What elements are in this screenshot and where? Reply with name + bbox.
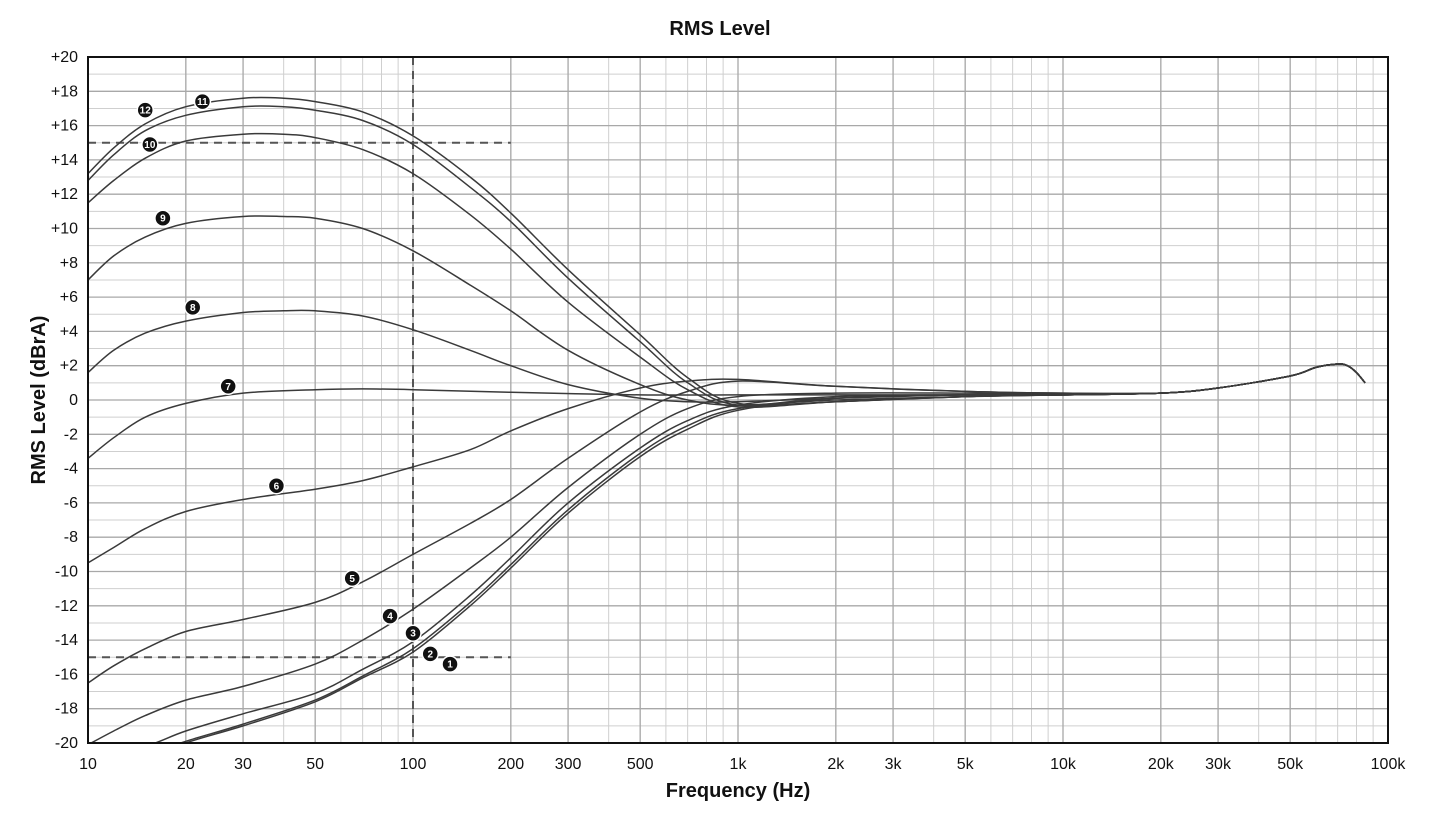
x-tick-label: 10 [79,756,97,773]
y-tick-label: -14 [55,632,78,649]
y-tick-label: -10 [55,564,78,581]
series-line-2 [178,363,1366,743]
series-marker-1 [441,655,459,673]
y-tick-label: -6 [64,495,78,512]
series-marker-label-3: 3 [410,629,416,640]
x-tick-label: 5k [957,756,975,773]
x-tick-label: 1k [730,756,748,773]
series-marker-label-5: 5 [349,574,355,585]
series-marker-7 [219,377,237,396]
series-marker-10 [141,135,159,154]
series-line-6 [88,363,1366,564]
chart-title: RMS Level [669,18,771,40]
major-gridlines [87,56,1389,744]
y-tick-label: -8 [64,529,78,546]
y-tick-label: -4 [64,461,78,478]
y-tick-label: +18 [51,83,78,100]
x-tick-label: 100 [400,756,427,773]
series-marker-9 [154,209,172,227]
series-marker-3 [404,624,422,642]
x-tick-label: 50 [306,756,324,773]
x-tick-label: 20k [1148,756,1175,773]
y-tick-label: 0 [69,392,78,409]
x-tick-label: 100k [1371,756,1407,773]
x-axis-label: Frequency (Hz) [665,780,811,802]
x-tick-label: 2k [827,756,845,773]
series-marker-label-1: 1 [447,660,453,671]
series-marker-6 [267,477,286,495]
y-tick-label: +20 [51,49,78,66]
x-tick-label: 200 [497,756,524,773]
x-tick-label: 50k [1277,756,1304,773]
x-tick-labels: 10 20 30 50 100 200 300 500 1k 2k 3k 5k 10k 20k 30k 50k… [79,756,1406,773]
series-line-3 [153,363,1366,743]
series-marker-label-12: 12 [140,106,152,117]
x-tick-label: 3k [885,756,903,773]
y-tick-label: -12 [55,598,78,615]
series-marker-label-6: 6 [274,481,280,492]
y-tick-label: +10 [51,221,78,238]
y-tick-label: -20 [55,735,78,752]
y-tick-label: -2 [64,426,78,443]
x-tick-label: 10k [1050,756,1077,773]
y-tick-label: +8 [60,255,78,272]
series-marker-label-9: 9 [160,214,166,225]
x-tick-label: 300 [555,756,582,773]
y-tick-label: +12 [51,186,78,203]
series-marker-label-8: 8 [190,303,196,314]
series-marker-5 [343,569,361,588]
y-tick-label: +16 [51,118,78,135]
series-marker-11 [193,92,212,111]
y-tick-labels: +20+18+16+14+12+10+8+6+4+20-2-4-6-8-10-1… [51,49,78,752]
series-marker-label-4: 4 [387,612,393,623]
series-marker-12 [136,101,154,119]
x-tick-label: 30k [1205,756,1232,773]
series-line-11 [88,105,1366,407]
series-marker-label-2: 2 [427,649,433,660]
y-tick-label: +2 [60,358,78,375]
y-tick-label: +6 [60,289,78,306]
x-tick-label: 20 [177,756,195,773]
plot-frame [87,56,1389,744]
x-tick-label: 30 [234,756,252,773]
y-tick-label: -16 [55,666,78,683]
x-tick-label: 500 [627,756,654,773]
series-marker-4 [381,607,399,625]
y-tick-label: -18 [55,701,78,718]
series-marker-label-10: 10 [144,140,156,151]
series-marker-2 [421,645,440,663]
series-line-5 [88,363,1366,684]
series-line-12 [88,96,1366,406]
series-marker-label-7: 7 [225,382,231,393]
y-tick-label: +4 [60,323,78,340]
reference-lines [88,57,511,743]
series-lines [88,96,1366,743]
series-marker-8 [183,298,202,317]
series-marker-label-11: 11 [197,97,208,108]
y-tick-label: +14 [51,152,78,169]
series-line-8 [88,309,1366,403]
